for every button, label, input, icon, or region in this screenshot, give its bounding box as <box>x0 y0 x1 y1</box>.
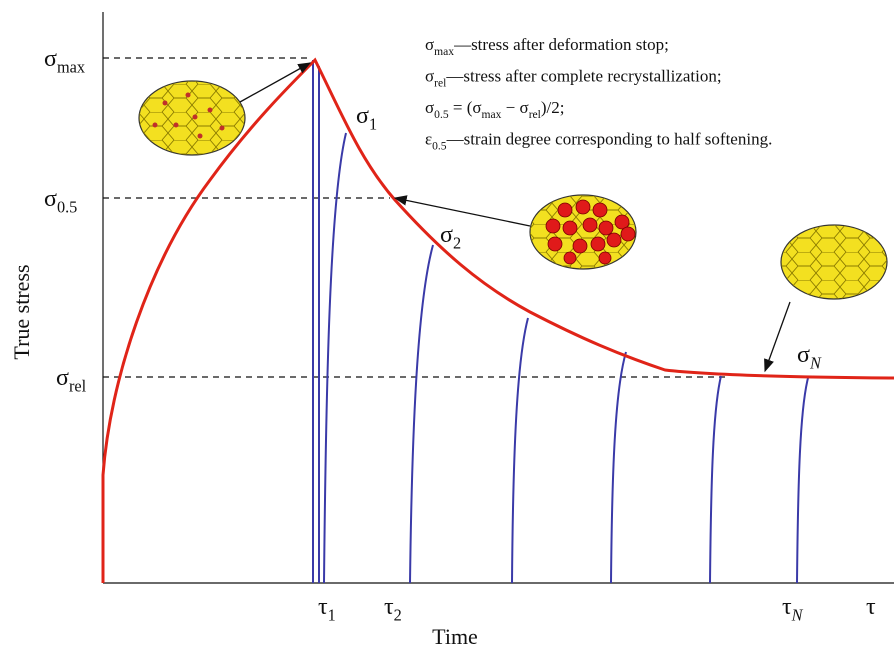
label-sigma-n: σN <box>797 342 822 373</box>
text-part: )/2; <box>541 98 565 117</box>
label-tau: τ <box>866 594 876 620</box>
subscript: 2 <box>453 234 461 253</box>
subscript: rel <box>529 108 541 121</box>
text-part: σ <box>425 35 434 54</box>
subscript: rel <box>69 377 87 396</box>
label-sigma-half: σ0.5 <box>44 186 77 217</box>
subscript: 1 <box>369 115 377 134</box>
subscript: 0.5 <box>432 139 447 152</box>
label-sigma-max: σmax <box>44 46 85 77</box>
text-part: τ <box>318 594 328 620</box>
text-part: σ <box>797 342 810 368</box>
label-sigma-1: σ1 <box>356 103 377 134</box>
text-part: σ <box>440 222 453 248</box>
text-part: σ <box>425 67 434 86</box>
note-line: σ0.5 = (σmax − σrel)/2; <box>425 98 564 121</box>
subscript: rel <box>434 76 446 89</box>
subscript: N <box>809 354 822 373</box>
text-part: τ <box>782 594 792 620</box>
text-part: σ <box>44 186 57 212</box>
label-tau-2: τ2 <box>384 594 402 625</box>
subscript: 0.5 <box>57 198 77 217</box>
subscript: 2 <box>394 606 402 625</box>
y-axis-title: True stress <box>9 264 34 359</box>
text-part: —stress after deformation stop; <box>453 35 669 54</box>
note-line: σmax—stress after deformation stop; <box>425 35 669 58</box>
text-part: —strain degree corresponding to half sof… <box>446 130 773 149</box>
text-part: σ <box>56 365 69 391</box>
subscript: max <box>57 58 85 77</box>
subscript: max <box>434 45 454 58</box>
text-part: —stress after complete recrystallization… <box>445 67 721 86</box>
text-part: σ <box>425 98 434 117</box>
text-part: τ <box>866 594 876 620</box>
note-line: σrel—stress after complete recrystalliza… <box>425 67 722 90</box>
subscript: N <box>791 606 804 625</box>
text-part: − σ <box>501 98 528 117</box>
subscript: max <box>482 108 502 121</box>
subscript: 1 <box>328 606 336 625</box>
note-line: ε0.5—strain degree corresponding to half… <box>425 130 772 153</box>
label-tau-n: τN <box>782 594 804 625</box>
text-part: σ <box>44 46 57 72</box>
text-part: = (σ <box>449 98 482 117</box>
label-sigma-rel: σrel <box>56 365 87 396</box>
subscript: 0.5 <box>434 108 449 121</box>
label-tau-1: τ1 <box>318 594 336 625</box>
text-part: τ <box>384 594 394 620</box>
text-part: ε <box>425 130 432 149</box>
diagram: True stress Time σmaxσ0.5σrelσ1σ2σNτ1τ2τ… <box>0 0 894 654</box>
x-axis-title: Time <box>432 624 478 649</box>
text-part: σ <box>356 103 369 129</box>
